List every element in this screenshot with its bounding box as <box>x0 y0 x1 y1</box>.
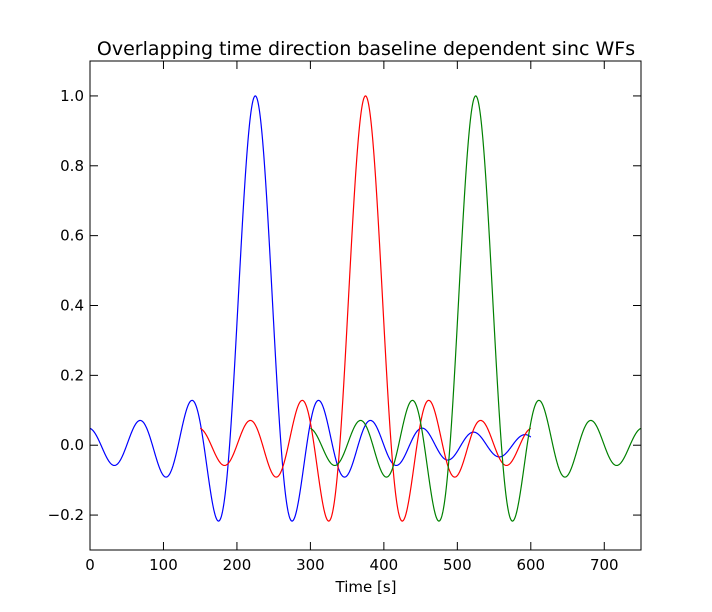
x-tick-label: 500 <box>443 556 472 574</box>
x-tick-label: 700 <box>590 556 619 574</box>
y-tick-label: 1.0 <box>60 87 84 105</box>
y-tick-label: 0.2 <box>60 366 84 384</box>
ticks-layer: 0 100 200 300 400 500 600 700 −0.2 0.0 0.2 0.4 0.6 0.… <box>48 61 641 574</box>
x-tick-label: 600 <box>516 556 545 574</box>
series-line-2 <box>310 95 641 522</box>
x-tick-label: 400 <box>370 556 399 574</box>
y-tick-label: 0.4 <box>60 297 84 315</box>
chart-title: Overlapping time direction baseline depe… <box>97 38 635 60</box>
x-tick-label: 100 <box>149 556 178 574</box>
y-tick-label: 0.0 <box>60 436 84 454</box>
series-line-1 <box>199 95 532 522</box>
x-tick-label: 0 <box>85 556 95 574</box>
y-tick-label: 0.8 <box>60 157 84 175</box>
y-tick-label: 0.6 <box>60 227 84 245</box>
series-layer <box>90 95 641 522</box>
x-tick-label: 300 <box>296 556 325 574</box>
x-axis-label: Time [s] <box>335 578 397 596</box>
x-tick-label: 200 <box>223 556 252 574</box>
y-tick-label: −0.2 <box>48 506 84 524</box>
